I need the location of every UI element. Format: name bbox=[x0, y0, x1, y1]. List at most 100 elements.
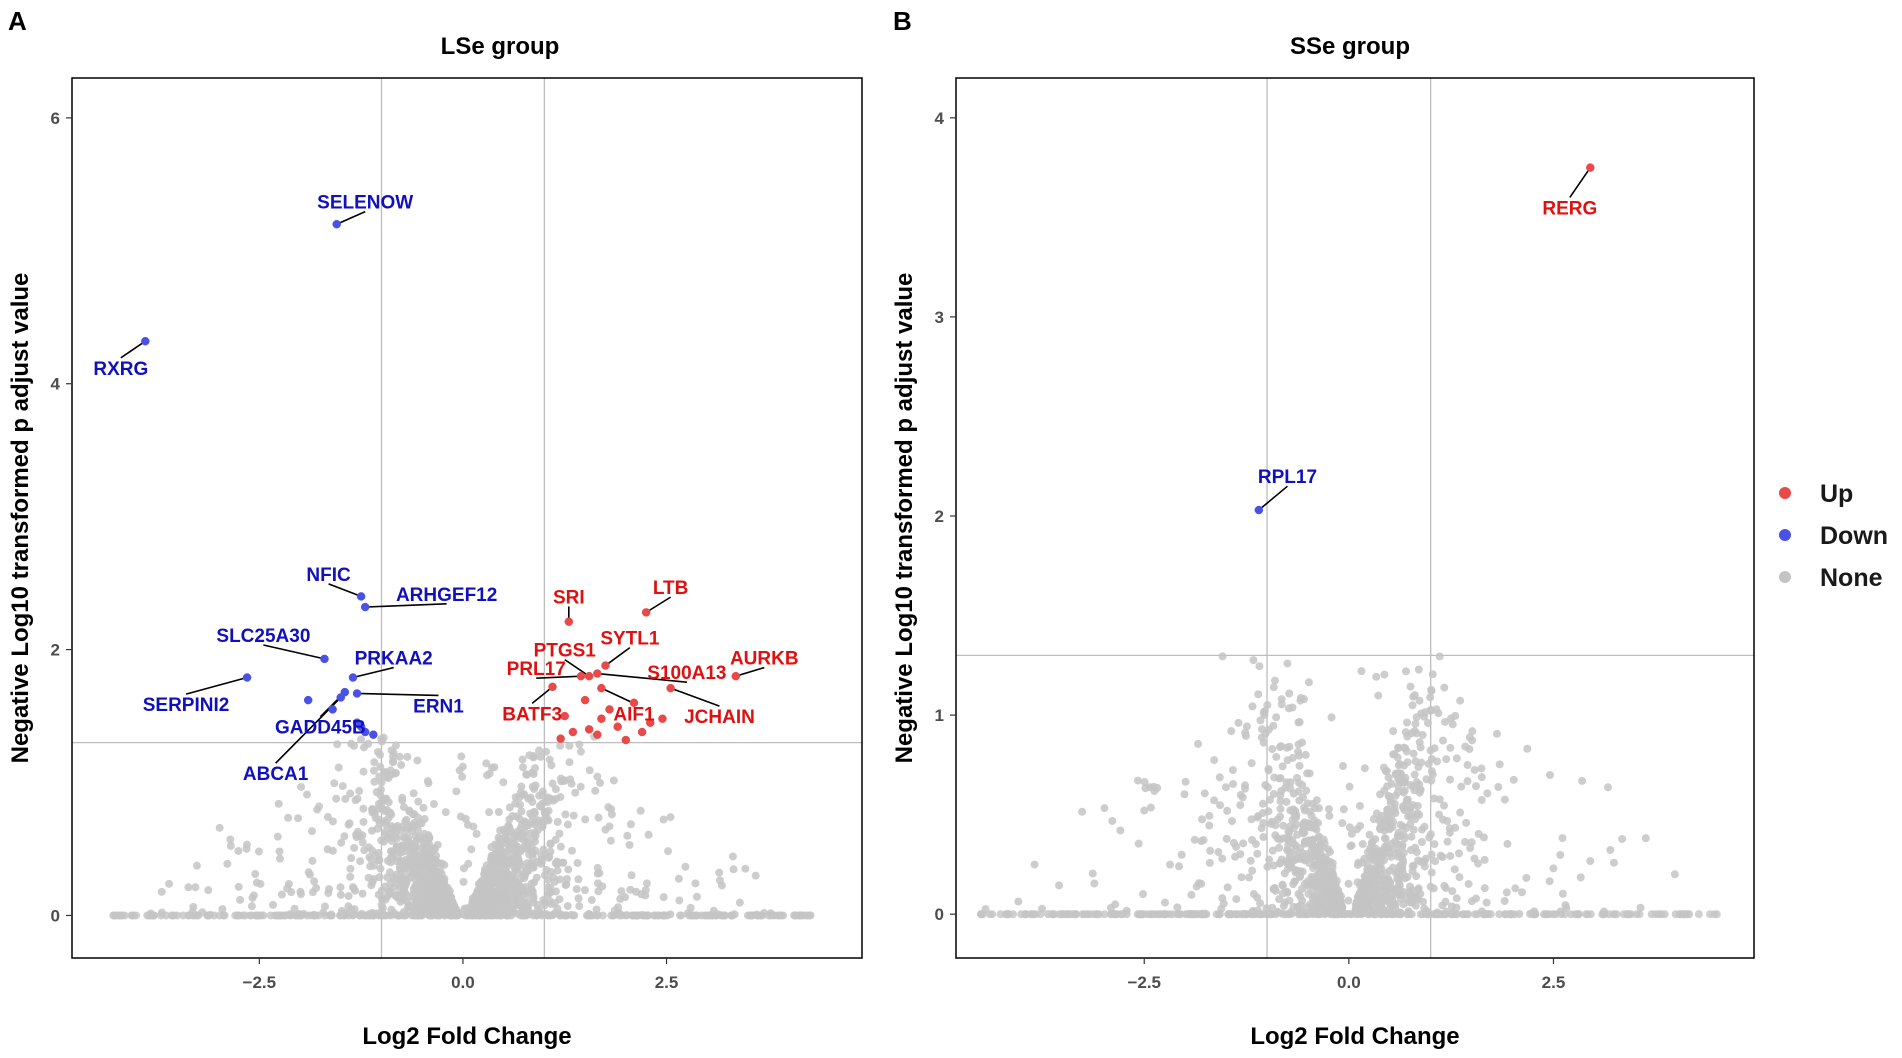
none-point bbox=[1246, 856, 1255, 865]
none-point bbox=[1408, 862, 1417, 871]
none-point bbox=[472, 829, 481, 838]
none-point bbox=[1345, 823, 1354, 832]
gene-label-ptgs1: PTGS1 bbox=[534, 641, 597, 662]
label-leader-line bbox=[336, 210, 366, 225]
none-point bbox=[1300, 803, 1309, 812]
none-points bbox=[976, 652, 1721, 919]
none-point bbox=[1355, 801, 1364, 810]
none-point bbox=[391, 769, 400, 778]
none-point bbox=[458, 762, 467, 771]
none-point bbox=[1149, 782, 1158, 791]
none-point bbox=[1338, 819, 1347, 828]
none-point bbox=[500, 864, 509, 873]
legend: Up Down None bbox=[1779, 480, 1888, 592]
none-point bbox=[420, 844, 429, 853]
none-point bbox=[168, 911, 177, 920]
gene-label-arhgef12: ARHGEF12 bbox=[396, 585, 497, 606]
none-point bbox=[567, 846, 576, 855]
none-point bbox=[1223, 806, 1232, 815]
series-down: RXRG SELENOW NFIC ARHGEF12 SLC25A30 PRKAA2 SER… bbox=[93, 193, 497, 786]
none-point bbox=[1275, 774, 1284, 783]
none-point bbox=[518, 763, 527, 772]
y-tick-label: 2 bbox=[935, 507, 944, 526]
none-point bbox=[297, 782, 306, 791]
none-point bbox=[1291, 866, 1300, 875]
none-point bbox=[1420, 904, 1429, 913]
none-point bbox=[499, 851, 508, 860]
none-point bbox=[1258, 799, 1267, 808]
none-point bbox=[1397, 863, 1406, 872]
none-point bbox=[1503, 839, 1512, 848]
none-point bbox=[483, 905, 492, 914]
none-point bbox=[413, 756, 422, 765]
none-point bbox=[405, 806, 414, 815]
none-point bbox=[1549, 910, 1558, 919]
none-point bbox=[307, 827, 316, 836]
none-point bbox=[1385, 819, 1394, 828]
none-point bbox=[1168, 910, 1177, 919]
none-point bbox=[1316, 871, 1325, 880]
label-leader-line bbox=[670, 687, 720, 707]
none-point bbox=[486, 862, 495, 871]
none-point bbox=[1312, 894, 1321, 903]
none-point bbox=[346, 872, 355, 881]
none-point bbox=[1205, 821, 1214, 830]
none-point bbox=[1515, 909, 1524, 918]
point-up bbox=[560, 711, 569, 721]
none-point bbox=[496, 879, 505, 888]
none-point bbox=[513, 909, 522, 918]
none-point bbox=[467, 845, 476, 854]
none-point bbox=[308, 856, 317, 865]
none-point bbox=[315, 802, 324, 811]
none-point bbox=[499, 778, 508, 787]
point-up bbox=[645, 718, 655, 727]
none-point bbox=[1301, 750, 1310, 759]
none-point bbox=[1446, 775, 1455, 784]
none-point bbox=[542, 747, 551, 756]
none-point bbox=[1325, 811, 1334, 820]
none-point bbox=[1160, 898, 1169, 907]
y-tick-label: 3 bbox=[935, 308, 944, 327]
none-point bbox=[375, 873, 384, 882]
none-point bbox=[1455, 873, 1464, 882]
none-point bbox=[511, 831, 520, 840]
point-up bbox=[605, 705, 614, 714]
none-point bbox=[1463, 761, 1472, 770]
none-point bbox=[535, 746, 544, 755]
none-point bbox=[414, 879, 423, 888]
none-point bbox=[360, 846, 369, 855]
none-point bbox=[1161, 910, 1170, 919]
none-point bbox=[675, 911, 684, 920]
none-point bbox=[367, 881, 376, 890]
none-point bbox=[324, 885, 333, 894]
none-point bbox=[637, 911, 646, 920]
none-point bbox=[1411, 719, 1420, 728]
none-point bbox=[1295, 751, 1304, 760]
none-point bbox=[441, 808, 450, 817]
none-point bbox=[1279, 821, 1288, 830]
none-point bbox=[530, 828, 539, 837]
gene-label-batf3: BATF3 bbox=[502, 704, 562, 725]
none-point bbox=[396, 897, 405, 906]
none-point bbox=[407, 901, 416, 910]
y-tick-label: 1 bbox=[935, 706, 944, 725]
none-point bbox=[563, 902, 572, 911]
none-point bbox=[1236, 801, 1245, 810]
none-point bbox=[146, 909, 155, 918]
none-point bbox=[1347, 841, 1356, 850]
none-point bbox=[459, 864, 468, 873]
none-point bbox=[1146, 803, 1155, 812]
none-point bbox=[1212, 910, 1221, 919]
none-point bbox=[296, 890, 305, 899]
none-point bbox=[1055, 881, 1064, 890]
none-point bbox=[545, 755, 554, 764]
none-point bbox=[391, 741, 400, 750]
none-point bbox=[1286, 778, 1295, 787]
none-point bbox=[377, 886, 386, 895]
none-point bbox=[1229, 780, 1238, 789]
none-point bbox=[191, 883, 200, 892]
none-point bbox=[1393, 753, 1402, 762]
none-point bbox=[560, 776, 569, 785]
none-point bbox=[1285, 848, 1294, 857]
none-point bbox=[1375, 907, 1384, 916]
